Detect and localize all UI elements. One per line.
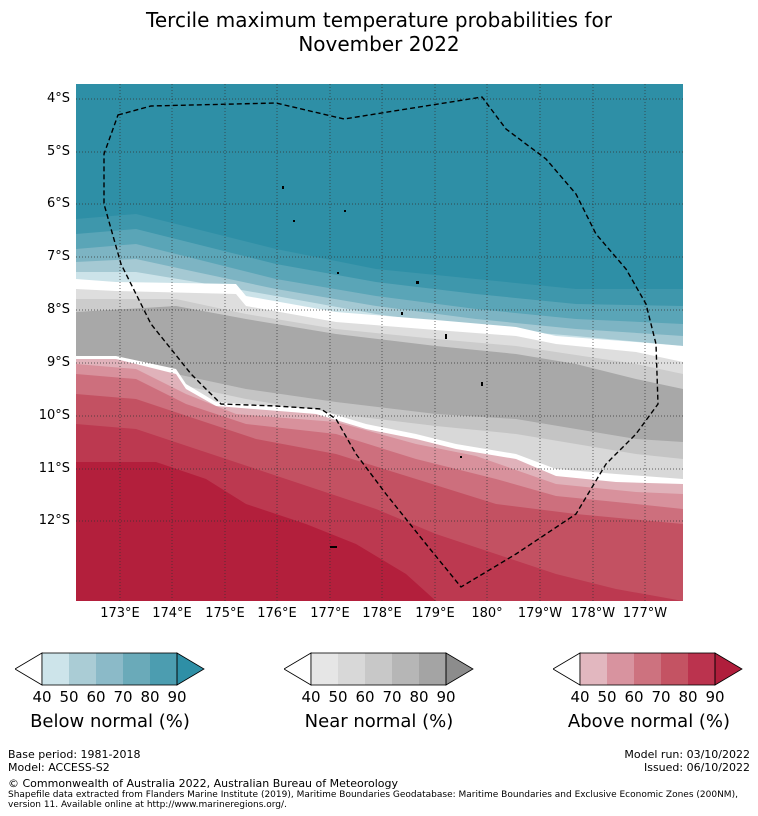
colorbar-segment [69, 653, 96, 685]
base-period-text: Base period: 1981-2018 [8, 748, 141, 761]
colorbar-segment [607, 653, 634, 685]
island [445, 334, 447, 339]
island [330, 546, 337, 548]
colorbar-outline [41, 652, 178, 686]
model-text: Model: ACCESS-S2 [8, 761, 110, 774]
colorbar-segment [419, 653, 446, 685]
colorbar-arrow-low [553, 652, 581, 686]
colorbar-segment [634, 653, 661, 685]
colorbar-label-near: Near normal (%) [304, 711, 454, 732]
colorbar-tick-label: 40 [32, 688, 52, 706]
colorbar-tick-label: 50 [597, 688, 617, 706]
colorbar-above-normal [553, 652, 743, 686]
lat-label-7s: 7°S [46, 249, 70, 264]
lon-label-177w: 177°W [622, 606, 668, 621]
colorbar-tick-label: 80 [678, 688, 698, 706]
colorbar-segment [338, 653, 365, 685]
island [416, 281, 419, 284]
island [401, 312, 403, 315]
lat-label-11s: 11°S [38, 461, 70, 476]
colorbar-tick-label: 80 [140, 688, 160, 706]
colorbar-tick-label: 70 [651, 688, 671, 706]
map-canvas [76, 84, 683, 601]
colorbar-segment [365, 653, 392, 685]
colorbar-label-above: Above normal (%) [567, 711, 731, 732]
colorbar-tick-label: 40 [570, 688, 590, 706]
lat-label-8s: 8°S [46, 302, 70, 317]
colorbar-tick-label: 60 [86, 688, 106, 706]
lon-label-176e: 176°E [257, 606, 297, 621]
lat-label-4s: 4°S [46, 91, 70, 106]
colorbar-segment [661, 653, 688, 685]
lon-label-179w: 179°W [517, 606, 563, 621]
shapefile-credit-line1: Shapefile data extracted from Flanders M… [8, 790, 738, 800]
colorbar-tick-label: 50 [59, 688, 79, 706]
lon-label-173e: 173°E [100, 606, 140, 621]
colorbar-segment [150, 653, 177, 685]
colorbar-tick-label: 70 [113, 688, 133, 706]
lon-label-175e: 175°E [205, 606, 245, 621]
colorbar-arrow-low [284, 652, 312, 686]
colorbar-arrow-high [445, 652, 474, 686]
colorbar-tick-label: 90 [167, 688, 187, 706]
island [460, 456, 462, 458]
colorbar-arrow-high [176, 652, 205, 686]
lat-label-5s: 5°S [46, 144, 70, 159]
island [344, 210, 346, 212]
lon-label-178w: 178°W [570, 606, 616, 621]
colorbar-tick-label: 70 [382, 688, 402, 706]
island [481, 382, 483, 386]
lon-label-174e: 174°E [152, 606, 192, 621]
colorbar-tick-label: 60 [355, 688, 375, 706]
shapefile-credit-line2: version 11. Available online at http://w… [8, 800, 287, 810]
lat-label-12s: 12°S [38, 513, 70, 528]
colorbar-tick-label: 40 [301, 688, 321, 706]
lon-label-177e: 177°E [310, 606, 350, 621]
colorbar-tick-label: 50 [328, 688, 348, 706]
lat-label-9s: 9°S [46, 355, 70, 370]
colorbar-segment [123, 653, 150, 685]
issued-text: Issued: 06/10/2022 [643, 761, 750, 774]
graticule [76, 84, 683, 601]
colorbar-outline [579, 652, 716, 686]
lon-label-178e: 178°E [362, 606, 402, 621]
eez-boundary [103, 96, 659, 588]
colorbar-arrow-high [714, 652, 743, 686]
region-above-90 [76, 462, 436, 601]
colorbar-below-normal [15, 652, 205, 686]
island [337, 272, 339, 274]
lon-label-179e: 179°E [415, 606, 455, 621]
colorbar-tick-label: 80 [409, 688, 429, 706]
model-run-text: Model run: 03/10/2022 [624, 748, 750, 761]
probability-map [76, 84, 683, 601]
colorbar-tick-label: 60 [624, 688, 644, 706]
island [282, 186, 284, 189]
colorbar-segment [96, 653, 123, 685]
colorbar-label-below: Below normal (%) [30, 711, 190, 732]
lat-label-6s: 6°S [46, 196, 70, 211]
colorbar-segment [688, 653, 715, 685]
colorbar-near-normal [284, 652, 474, 686]
map-title-line1: Tercile maximum temperature probabilitie… [146, 8, 612, 32]
colorbar-arrow-low [15, 652, 43, 686]
colorbar-tick-label: 90 [436, 688, 456, 706]
colorbar-segment [311, 653, 338, 685]
copyright-text: © Commonwealth of Australia 2022, Austra… [8, 777, 398, 790]
colorbar-segment [580, 653, 607, 685]
colorbar-outline [310, 652, 447, 686]
colorbar-segment [392, 653, 419, 685]
island [293, 220, 295, 222]
map-title-line2: November 2022 [298, 32, 460, 56]
lon-label-180: 180° [471, 606, 503, 621]
colorbar-tick-label: 90 [705, 688, 725, 706]
islands [282, 186, 483, 548]
colorbar-segment [42, 653, 69, 685]
lat-label-10s: 10°S [38, 408, 70, 423]
